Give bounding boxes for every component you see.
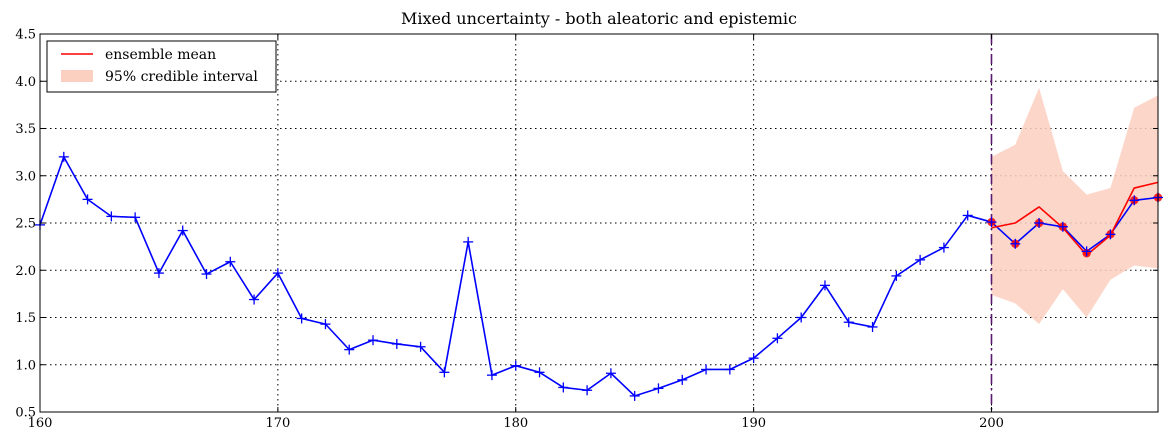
band-layer	[991, 87, 1158, 325]
observed-point-182	[558, 382, 569, 393]
observed-point-173	[344, 344, 355, 355]
y-tick-label-2: 2.0	[15, 264, 36, 279]
observed-point-175	[391, 338, 402, 349]
observed-point-193	[819, 280, 830, 291]
series-markers-layer	[35, 151, 1163, 401]
observed-point-195	[867, 321, 878, 332]
observed-point-174	[368, 335, 379, 346]
x-tick-label-200: 200	[979, 416, 1004, 431]
observed-point-178	[463, 236, 474, 247]
tick-layer: 160 170 180 190 200 0.5 1.0 1.5 2.0 2.5 3.0 3.5 4.0 4…	[15, 28, 1158, 431]
x-tick-label-180: 180	[503, 416, 528, 431]
observed-point-183	[582, 385, 593, 396]
observed-point-194	[843, 317, 854, 328]
observed-series-line	[39, 156, 1159, 397]
observed-point-197	[915, 254, 926, 265]
ensemble-mean-line	[991, 181, 1159, 256]
observed-point-184	[605, 368, 616, 379]
observed-point-188	[701, 364, 712, 375]
observed-point-191	[772, 333, 783, 344]
observed-point-166	[177, 225, 188, 236]
observed-point-163	[106, 211, 117, 222]
observed-point-179	[486, 370, 497, 381]
observed-point-180	[510, 360, 521, 371]
observed-point-190	[748, 353, 759, 364]
observed-point-192	[796, 312, 807, 323]
x-tick-label-160: 160	[28, 416, 53, 431]
y-tick-label-3: 3.0	[15, 169, 36, 184]
observed-point-177	[439, 367, 450, 378]
observed-point-187	[677, 374, 688, 385]
observed-point-162	[82, 194, 93, 205]
observed-point-167	[201, 269, 212, 280]
observed-point-202	[1034, 218, 1045, 228]
observed-point-189	[724, 364, 735, 375]
observed-point-206	[1129, 195, 1140, 206]
observed-point-165	[153, 268, 164, 279]
observed-point-198	[938, 242, 949, 253]
observed-point-201	[1010, 238, 1021, 249]
observed-point-181	[534, 367, 545, 378]
x-tick-label-190: 190	[741, 416, 766, 431]
y-tick-label-0-5: 0.5	[15, 406, 36, 421]
observed-point-199	[962, 210, 973, 221]
observed-point-204	[1081, 246, 1092, 257]
observed-point-170	[272, 268, 283, 279]
observed-point-203	[1057, 221, 1068, 232]
y-tick-label-3-5: 3.5	[15, 122, 36, 137]
observed-point-176	[415, 341, 426, 352]
observed-point-169	[249, 294, 260, 305]
observed-point-200	[986, 217, 997, 228]
credible-interval-band	[991, 87, 1158, 325]
y-tick-label-1: 1.0	[15, 358, 36, 373]
observed-point-161	[58, 151, 69, 162]
observed-point-186	[653, 383, 664, 394]
observed-point-196	[891, 270, 902, 281]
observed-point-168	[225, 256, 236, 267]
y-tick-label-1-5: 1.5	[15, 311, 36, 326]
observed-point-164	[130, 212, 141, 223]
x-tick-label-170: 170	[265, 416, 290, 431]
observed-point-171	[296, 313, 307, 324]
chart-title: Mixed uncertainty - both aleatoric and e…	[401, 9, 797, 28]
legend: ensemble mean 95% credible interval	[46, 40, 277, 93]
series-lines-layer	[39, 156, 1159, 397]
observed-point-185	[629, 390, 640, 401]
y-tick-label-4: 4.0	[15, 75, 36, 90]
y-tick-label-4-5: 4.5	[15, 28, 36, 43]
y-tick-label-2-5: 2.5	[15, 217, 36, 232]
legend-box	[46, 40, 277, 93]
observed-point-172	[320, 319, 331, 330]
legend-swatch-credible-interval	[61, 70, 93, 82]
observed-point-205	[1105, 229, 1116, 240]
legend-label-ensemble-mean: ensemble mean	[105, 47, 216, 63]
legend-label-credible-interval: 95% credible interval	[105, 69, 258, 85]
